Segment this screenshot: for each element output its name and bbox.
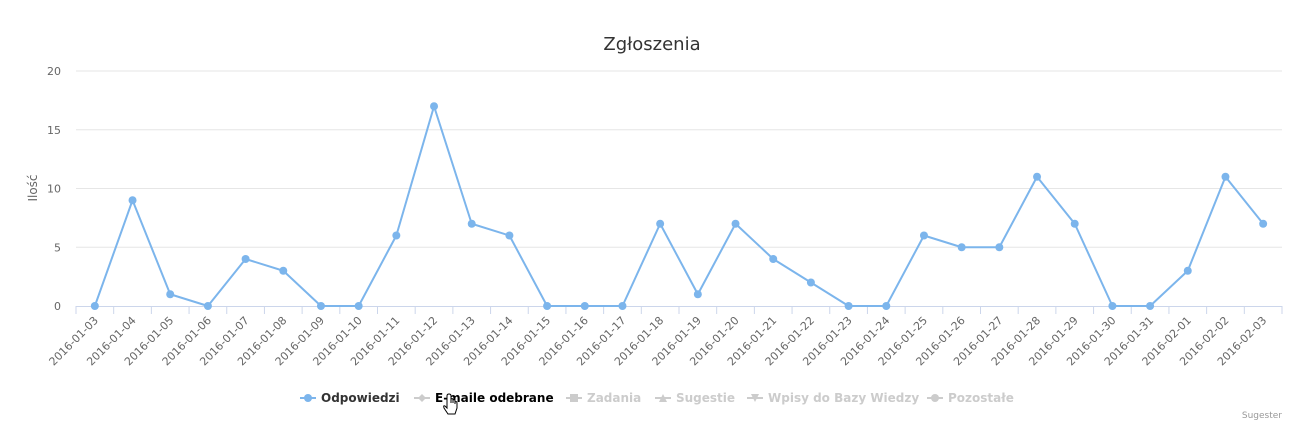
- legend: Odpowiedzi E-maile odebrane Zadania Sugesti…: [300, 391, 1014, 405]
- data-point[interactable]: [882, 302, 891, 310]
- data-point[interactable]: [957, 243, 966, 252]
- data-point[interactable]: [543, 302, 552, 310]
- chart-title: Zgłoszenia: [603, 34, 700, 55]
- data-point[interactable]: [580, 302, 589, 310]
- legend-square-marker-icon: [570, 394, 578, 402]
- data-point[interactable]: [467, 219, 476, 228]
- data-point[interactable]: [392, 231, 401, 240]
- legend-label: Pozostałe: [948, 391, 1014, 405]
- data-point[interactable]: [1259, 219, 1268, 228]
- data-point[interactable]: [279, 266, 288, 275]
- data-point[interactable]: [693, 290, 702, 299]
- y-tick-label: 5: [54, 241, 61, 254]
- data-point[interactable]: [166, 290, 175, 299]
- data-point[interactable]: [656, 219, 665, 228]
- y-tick-label: 10: [47, 183, 61, 196]
- series-line: [93, 105, 1264, 307]
- data-point[interactable]: [1146, 302, 1155, 310]
- x-axis-ticks: 2016-01-032016-01-042016-01-052016-01-06…: [47, 306, 1283, 368]
- data-point[interactable]: [1108, 302, 1117, 310]
- legend-triangle-marker-icon: [659, 394, 667, 402]
- data-point[interactable]: [1183, 266, 1192, 275]
- data-point[interactable]: [241, 255, 250, 263]
- hand-cursor-icon: [443, 393, 458, 415]
- legend-item[interactable]: Zadania: [566, 391, 641, 405]
- data-point[interactable]: [618, 302, 627, 310]
- y-tick-label: 20: [47, 65, 61, 78]
- credit-label[interactable]: Sugester: [1242, 411, 1282, 421]
- data-point[interactable]: [1221, 172, 1230, 181]
- series-layer: [90, 102, 1268, 310]
- data-point[interactable]: [430, 102, 439, 111]
- data-point[interactable]: [806, 278, 815, 287]
- legend-item[interactable]: Wpisy do Bazy Wiedzy: [747, 391, 919, 405]
- legend-circle-marker-icon: [304, 394, 312, 402]
- legend-triangle-down-marker-icon: [751, 394, 759, 402]
- legend-label: Zadania: [587, 391, 641, 405]
- y-tick-label: 0: [54, 300, 61, 313]
- data-point[interactable]: [995, 243, 1004, 252]
- legend-item[interactable]: Pozostałe: [927, 391, 1014, 405]
- data-point[interactable]: [505, 231, 514, 240]
- legend-label: E-maile odebrane: [435, 391, 554, 405]
- legend-item[interactable]: E-maile odebrane: [414, 391, 554, 405]
- grid-lines: [76, 70, 1282, 307]
- legend-label: Sugestie: [676, 391, 735, 405]
- data-point[interactable]: [354, 302, 363, 310]
- data-point[interactable]: [731, 219, 740, 228]
- y-axis-label: Ilość: [26, 174, 40, 201]
- data-point[interactable]: [1033, 172, 1042, 181]
- data-point[interactable]: [1070, 219, 1079, 228]
- legend-diamond-marker-icon: [418, 394, 426, 402]
- legend-label: Wpisy do Bazy Wiedzy: [768, 391, 919, 405]
- y-axis-ticks: 0 5 10 15 20: [47, 65, 61, 313]
- y-tick-label: 15: [47, 124, 61, 137]
- legend-label: Odpowiedzi: [321, 391, 400, 405]
- legend-item[interactable]: Odpowiedzi: [300, 391, 400, 405]
- data-point[interactable]: [203, 302, 212, 310]
- data-point[interactable]: [769, 255, 778, 263]
- data-point[interactable]: [128, 196, 137, 205]
- data-point[interactable]: [844, 302, 853, 310]
- legend-circle-marker-icon: [931, 394, 939, 402]
- legend-item[interactable]: Sugestie: [655, 391, 735, 405]
- data-point[interactable]: [316, 302, 325, 310]
- data-point[interactable]: [919, 231, 928, 240]
- data-point[interactable]: [90, 302, 99, 310]
